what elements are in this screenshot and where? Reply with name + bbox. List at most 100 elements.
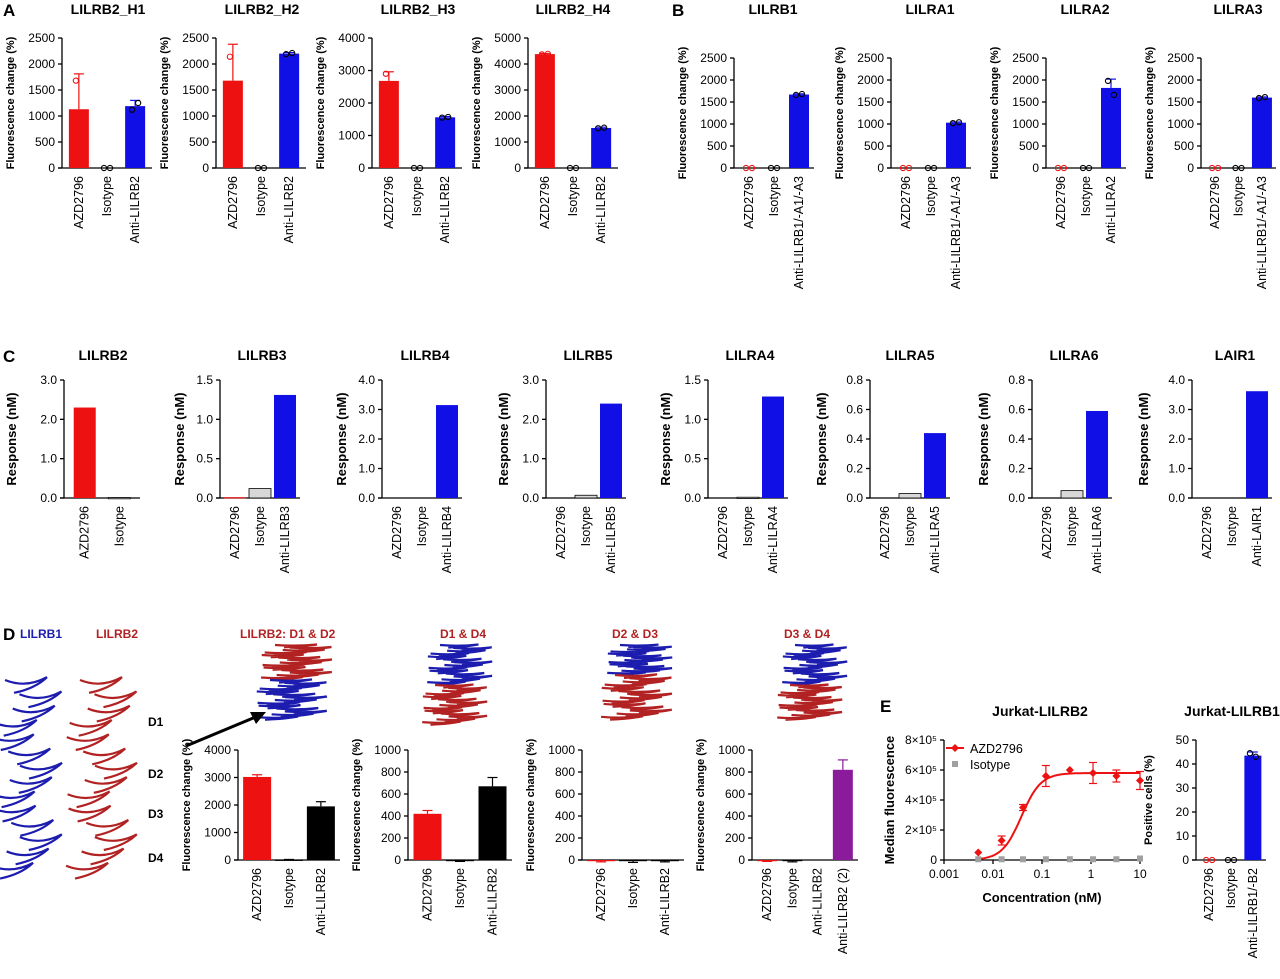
ribbon-strand xyxy=(800,671,840,678)
ribbon-strand xyxy=(423,706,463,712)
category-label: AZD2796 xyxy=(382,176,396,229)
y-tick-label: 0 xyxy=(720,161,727,175)
ribbon-strand xyxy=(260,675,304,681)
y-axis-label: Fluorescence change (%) xyxy=(677,46,689,179)
data-point xyxy=(72,77,80,84)
category-label: Anti-LILRB1/-A1/-A3 xyxy=(1255,176,1269,289)
ribbon-strand xyxy=(601,686,644,692)
category-label: Isotype xyxy=(254,176,268,216)
bar xyxy=(1244,755,1262,860)
data-point xyxy=(798,90,806,98)
chimera-d2d3-bottom xyxy=(600,673,673,721)
bar xyxy=(274,394,296,498)
ribbon-strand xyxy=(437,697,477,703)
bar xyxy=(574,494,598,499)
chart-16: Fluorescence change (%) 0 1000 2000 3000 4000… xyxy=(181,738,340,935)
ribbon-strand xyxy=(9,776,53,794)
data-point xyxy=(1110,91,1118,99)
y-tick-label: 1000 xyxy=(548,743,575,757)
ribbon-strand xyxy=(0,719,38,737)
y-tick-label: 0 xyxy=(568,853,575,867)
ribbon-strand xyxy=(0,790,36,809)
bar xyxy=(275,859,303,861)
panel-label-a: A xyxy=(3,1,15,20)
data-point xyxy=(767,164,775,172)
bar xyxy=(435,117,456,168)
ribbon-strand xyxy=(257,701,300,707)
chart-title: LILRB2 xyxy=(79,347,128,363)
category-label: Isotype xyxy=(1224,868,1238,908)
panel-label-d: D xyxy=(3,625,15,644)
category-label: Isotype xyxy=(767,176,781,216)
chart-14: LILRA6 Response (nM) 0.0 0.2 0.4 0.6 0.8 AZD279… xyxy=(976,347,1112,573)
ribbon-strand xyxy=(785,651,825,658)
data-point xyxy=(566,164,574,172)
azd2796-point xyxy=(1065,766,1074,774)
category-label: Anti-LILRA6 xyxy=(1090,506,1104,573)
category-label: Isotype xyxy=(112,506,126,546)
category-label: AZD2796 xyxy=(226,176,240,229)
data-point xyxy=(773,164,781,172)
data-point xyxy=(1060,164,1068,172)
y-tick-label: 0.4 xyxy=(846,432,863,446)
y-axis-label: Fluorescence change (%) xyxy=(315,36,327,169)
chimera-label-d3-d4: D3 & D4 xyxy=(784,627,830,641)
bar xyxy=(378,80,399,168)
ribbon-strand xyxy=(284,695,328,701)
data-point xyxy=(949,119,957,127)
category-label: Isotype xyxy=(415,506,429,546)
y-axis-label: Response (nM) xyxy=(976,392,991,485)
category-label: Anti-LILRB2 xyxy=(314,868,328,935)
y-tick-label: 1000 xyxy=(700,117,727,131)
category-label: Anti-LILRB2 xyxy=(128,176,142,243)
y-axis-label: Fluorescence change (%) xyxy=(351,738,363,871)
y-axis-label: Fluorescence change (%) xyxy=(1144,46,1156,179)
category-label: Isotype xyxy=(626,868,640,908)
y-axis-label: Response (nM) xyxy=(172,392,187,485)
y-tick-label: 1000 xyxy=(718,743,745,757)
data-point xyxy=(924,164,932,172)
y-tick-label: 2500 xyxy=(28,31,55,45)
y-tick-label: 2000 xyxy=(1012,73,1039,87)
ribbon-strand xyxy=(276,706,319,713)
ribbon-strand xyxy=(87,704,131,723)
panel-label-b: B xyxy=(672,1,684,20)
y-tick-label: 8×10⁵ xyxy=(905,733,937,747)
ribbon-strand xyxy=(448,700,488,706)
ribbon-strand xyxy=(618,689,661,696)
data-point xyxy=(594,125,602,132)
data-point xyxy=(1246,750,1254,757)
category-label: Isotype xyxy=(1225,506,1239,546)
ribbon-strand xyxy=(797,657,837,663)
domain-label-d4: D4 xyxy=(148,851,164,865)
bar xyxy=(591,127,612,168)
isotype-point xyxy=(975,856,982,863)
ribbon-strand xyxy=(255,715,299,721)
ribbon-strand xyxy=(81,847,125,866)
ribbon-strand xyxy=(448,686,487,692)
azd2796-point xyxy=(1041,772,1050,780)
ribbon-strand xyxy=(94,761,138,780)
y-tick-label: 0.0 xyxy=(40,491,57,505)
y-tick-label: 3.0 xyxy=(40,373,57,387)
chart-6: LILRA2 Fluorescence change (%) 0 500 1000 150… xyxy=(989,1,1126,243)
x-axis-label: Concentration (nM) xyxy=(982,890,1101,905)
category-label: Isotype xyxy=(1232,176,1246,216)
y-tick-label: 500 xyxy=(707,139,727,153)
ribbon-strand xyxy=(795,708,835,714)
chart-title: LILRB4 xyxy=(401,347,450,363)
ribbon-strand xyxy=(273,692,316,698)
x-tick-label: 0.1 xyxy=(1034,867,1051,881)
azd2796-point xyxy=(974,848,983,857)
legend-marker-isotype xyxy=(952,761,958,767)
category-label: AZD2796 xyxy=(1208,176,1222,229)
y-tick-label: 4×10⁵ xyxy=(905,793,937,807)
category-label: AZD2796 xyxy=(554,506,568,559)
y-tick-label: 0 xyxy=(358,161,365,175)
y-tick-label: 1.0 xyxy=(40,452,57,466)
y-tick-label: 0.0 xyxy=(522,491,539,505)
y-tick-label: 2000 xyxy=(204,798,231,812)
data-point xyxy=(1261,94,1269,101)
arrow-icon xyxy=(185,712,266,748)
y-tick-label: 400 xyxy=(381,809,401,823)
